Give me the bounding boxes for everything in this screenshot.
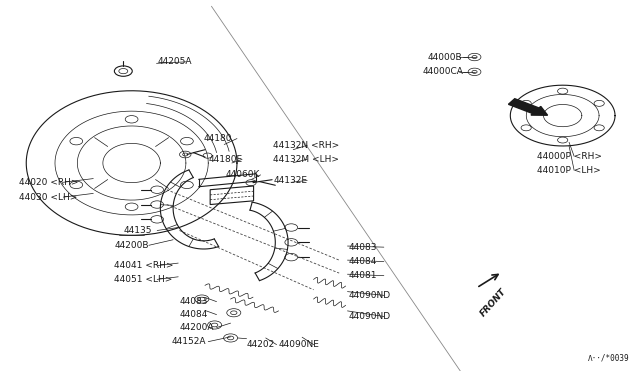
Text: 44010P <LH>: 44010P <LH>: [537, 166, 601, 175]
Text: 44090NE: 44090NE: [278, 340, 319, 349]
Text: 44090ND: 44090ND: [349, 312, 391, 321]
Text: 44152A: 44152A: [172, 337, 206, 346]
Text: 44132M <LH>: 44132M <LH>: [273, 155, 339, 164]
Text: 44135: 44135: [124, 226, 152, 235]
Text: 44180E: 44180E: [208, 155, 243, 164]
Text: 44083: 44083: [179, 297, 208, 306]
Text: 44202: 44202: [246, 340, 275, 349]
Text: 44030 <LH>: 44030 <LH>: [19, 193, 77, 202]
Text: 44200A: 44200A: [179, 323, 214, 332]
Text: 44084: 44084: [179, 310, 208, 319]
Text: 44041 <RH>: 44041 <RH>: [115, 261, 174, 270]
Text: 44180: 44180: [204, 134, 232, 143]
Text: 44020 <RH>: 44020 <RH>: [19, 178, 78, 187]
Text: 44000CA: 44000CA: [422, 67, 463, 76]
Text: 44200B: 44200B: [115, 241, 149, 250]
Text: Λ··/*0039: Λ··/*0039: [588, 353, 630, 362]
Text: 44000B: 44000B: [428, 52, 462, 61]
Text: 44060K: 44060K: [225, 170, 260, 179]
Text: 44051 <LH>: 44051 <LH>: [115, 275, 173, 284]
Text: 44205A: 44205A: [157, 57, 191, 66]
Text: 44132N <RH>: 44132N <RH>: [273, 141, 340, 150]
Text: 44083: 44083: [349, 243, 377, 251]
FancyArrow shape: [508, 99, 548, 115]
Text: FRONT: FRONT: [478, 287, 508, 318]
Text: 44000P <RH>: 44000P <RH>: [537, 152, 602, 161]
Text: 44090ND: 44090ND: [349, 291, 391, 300]
Text: 44081: 44081: [349, 271, 377, 280]
Text: 44132E: 44132E: [273, 176, 307, 185]
Text: 44084: 44084: [349, 257, 377, 266]
